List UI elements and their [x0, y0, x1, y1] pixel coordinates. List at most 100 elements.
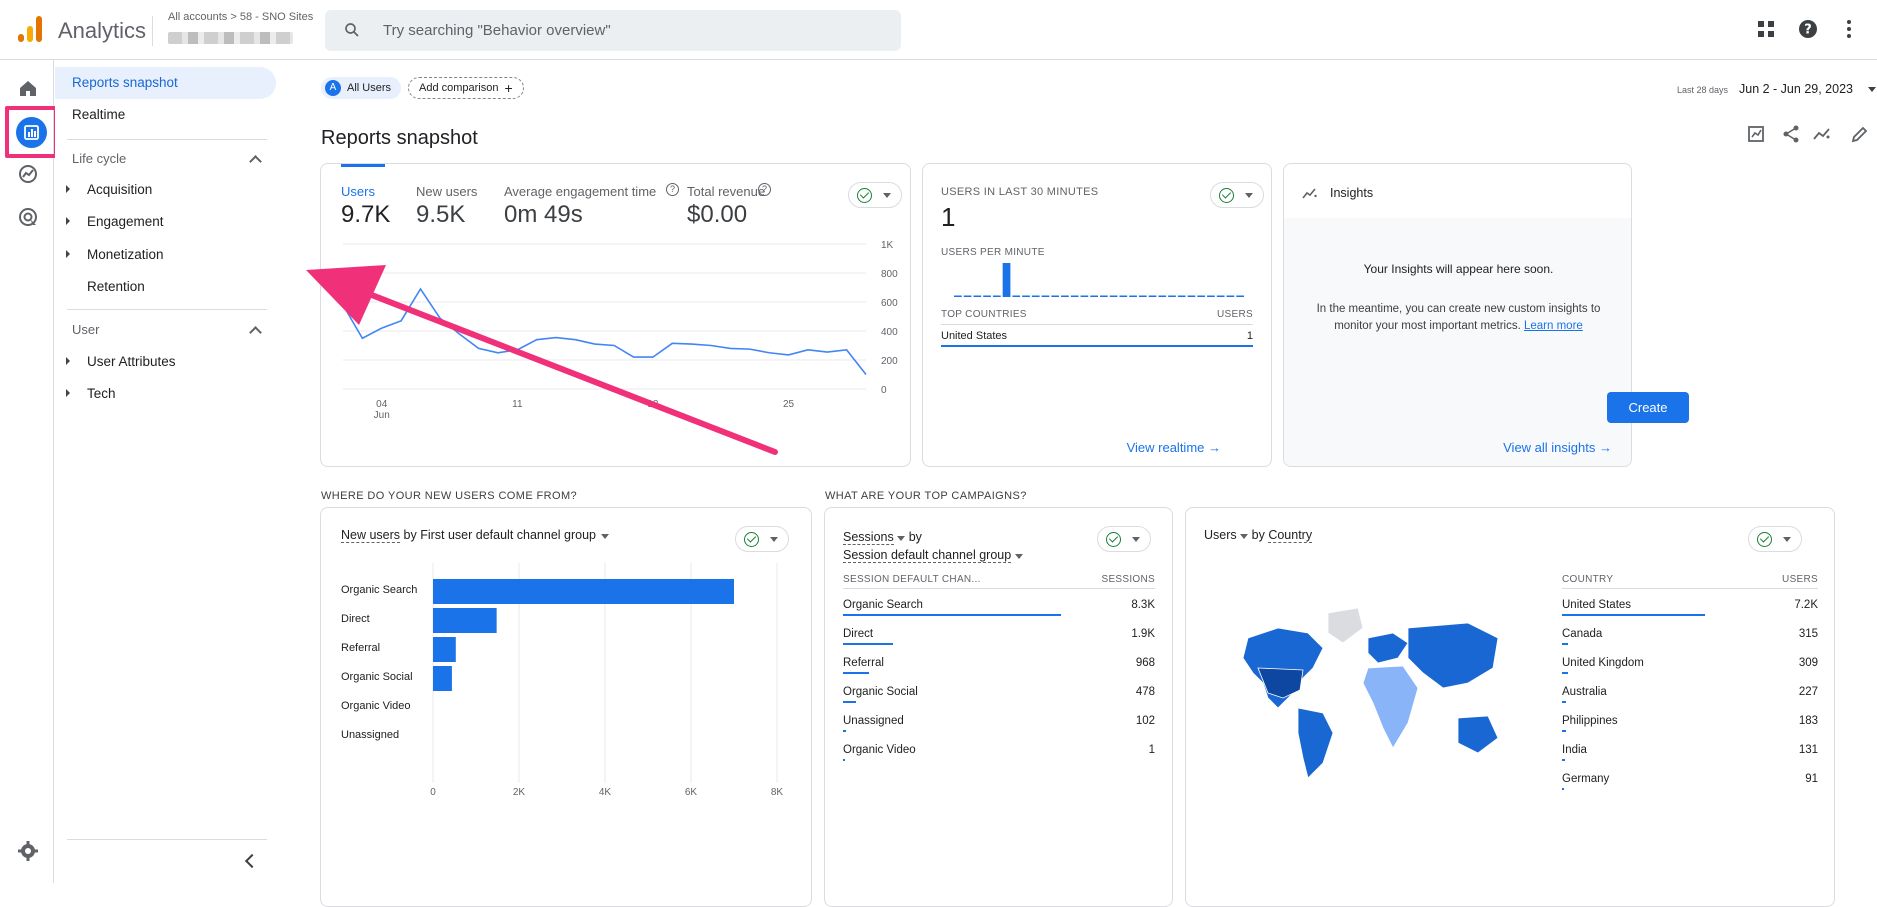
create-insight-button[interactable]: Create [1607, 392, 1689, 423]
nav-item-engagement[interactable]: Engagement [87, 214, 164, 229]
chevron-down-icon[interactable] [897, 536, 906, 541]
table-row-value: 309 [1798, 657, 1818, 669]
table-row-label[interactable]: Unassigned [843, 715, 904, 727]
dimension-selector[interactable]: Session default channel group [843, 548, 1012, 563]
table-row-label[interactable]: Organic Search [843, 599, 923, 611]
dimension-selector[interactable]: by First user default channel group [403, 528, 596, 542]
card-options-dropdown[interactable] [1748, 526, 1802, 552]
home-icon[interactable] [17, 77, 39, 99]
nav-item-user-attributes[interactable]: User Attributes [87, 354, 176, 369]
chevron-down-icon [1132, 537, 1140, 542]
per-minute-bar [1041, 295, 1050, 297]
table-row-label[interactable]: Canada [1562, 628, 1603, 640]
date-range-picker[interactable]: Jun 2 - Jun 29, 2023 [1739, 82, 1853, 96]
check-circle-icon [1219, 188, 1234, 203]
dimension-selector[interactable]: Country [1268, 528, 1313, 543]
add-comparison-button[interactable]: Add comparison + [408, 77, 524, 99]
table-row-bar [843, 701, 857, 703]
card-options-dropdown[interactable] [1097, 526, 1151, 552]
account-breadcrumb[interactable]: All accounts > 58 - SNO Sites [168, 11, 314, 23]
chevron-down-icon [1245, 193, 1253, 198]
table-row-bar [1562, 643, 1569, 645]
sessions-card-title: Sessions by Session default channel grou… [843, 528, 1023, 564]
check-circle-icon [857, 188, 872, 203]
category-label: Direct [341, 613, 370, 625]
table-row-bar [1562, 759, 1565, 761]
y-tick-label: 800 [881, 269, 898, 280]
view-all-insights-link[interactable]: View all insights → [1503, 440, 1612, 455]
caret-right-icon[interactable] [66, 217, 70, 225]
caret-right-icon[interactable] [66, 250, 70, 258]
collapse-chevron-icon[interactable] [244, 853, 260, 869]
chevron-up-icon[interactable] [249, 155, 262, 168]
insights-sparkle-icon[interactable] [1812, 124, 1832, 144]
metric-engagement-value: 0m 49s [504, 201, 583, 228]
per-minute-bar [983, 295, 991, 297]
table-row-label[interactable]: United Kingdom [1562, 657, 1644, 669]
table-row-label[interactable]: India [1562, 744, 1587, 756]
chevron-down-icon[interactable] [601, 534, 610, 539]
metric-selector[interactable]: Users [1204, 528, 1237, 542]
view-realtime-link[interactable]: View realtime → [1126, 440, 1221, 455]
apps-grid-icon[interactable] [1755, 18, 1777, 40]
help-icon[interactable]: ? [666, 183, 679, 196]
customize-report-icon[interactable] [1747, 124, 1767, 144]
caret-right-icon[interactable] [66, 185, 70, 193]
date-dropdown-icon[interactable] [1868, 87, 1876, 92]
nav-item-acquisition[interactable]: Acquisition [87, 182, 153, 197]
table-row-label[interactable]: Direct [843, 628, 874, 640]
table-row-value: 7.2K [1794, 599, 1818, 611]
table-row-bar [1562, 788, 1564, 790]
account-name-redacted[interactable] [168, 32, 293, 44]
metric-selector[interactable]: New users [341, 528, 401, 543]
share-icon[interactable] [1781, 124, 1801, 144]
table-row-label[interactable]: Referral [843, 657, 884, 669]
nav-section-lifecycle[interactable]: Life cycle [72, 151, 127, 166]
annotation-arrow [306, 265, 778, 455]
help-icon[interactable]: ? [1797, 18, 1819, 40]
table-row-label[interactable]: Organic Video [843, 744, 916, 756]
all-users-chip[interactable]: A All Users [321, 77, 402, 99]
table-row-label[interactable]: United States [1562, 599, 1632, 611]
nav-item-retention[interactable]: Retention [87, 279, 145, 294]
nav-item-monetization[interactable]: Monetization [87, 247, 164, 262]
check-circle-icon [1106, 532, 1121, 547]
advertising-icon[interactable] [17, 206, 39, 228]
metric-users-label[interactable]: Users [341, 184, 375, 199]
segment-letter-badge: A [325, 80, 341, 96]
learn-more-link[interactable]: Learn more [1524, 320, 1583, 332]
per-minute-bar [1129, 295, 1137, 297]
table-row-label[interactable]: Philippines [1562, 715, 1618, 727]
section-campaigns: WHAT ARE YOUR TOP CAMPAIGNS? [825, 490, 1027, 502]
table-row-label[interactable]: Australia [1562, 686, 1607, 698]
chevron-down-icon[interactable] [1014, 554, 1023, 559]
table-row-label[interactable]: Germany [1562, 773, 1610, 785]
chevron-down-icon[interactable] [1240, 534, 1249, 539]
divider [1562, 588, 1818, 589]
card-options-dropdown[interactable] [1210, 182, 1264, 208]
nav-item-tech[interactable]: Tech [87, 386, 116, 401]
help-icon[interactable]: ? [758, 183, 771, 196]
caret-right-icon[interactable] [66, 357, 70, 365]
nav-section-user[interactable]: User [72, 322, 100, 337]
more-vert-icon[interactable] [1838, 18, 1860, 40]
metric-selector[interactable]: Sessions [843, 530, 894, 545]
nav-item-reports-snapshot[interactable] [55, 67, 276, 99]
reports-icon[interactable] [16, 117, 47, 148]
insights-body-text: In the meantime, you can create new cust… [1304, 301, 1613, 335]
edit-icon[interactable] [1850, 124, 1870, 144]
realtime-country: United States [941, 330, 1008, 342]
card-options-dropdown[interactable] [735, 526, 789, 552]
explore-icon[interactable] [17, 163, 39, 185]
metric-new-users-label[interactable]: New users [416, 184, 478, 199]
settings-icon[interactable] [17, 840, 39, 862]
card-options-dropdown[interactable] [848, 182, 902, 208]
caret-right-icon[interactable] [66, 389, 70, 397]
metric-engagement-label[interactable]: Average engagement time [504, 184, 657, 199]
nav-item-realtime[interactable]: Realtime [72, 107, 126, 122]
search-input[interactable]: Try searching "Behavior overview" [325, 10, 901, 51]
per-minute-bar [954, 295, 962, 297]
metric-revenue-label[interactable]: Total revenue [687, 184, 766, 199]
divider [941, 324, 1253, 325]
table-row-label[interactable]: Organic Social [843, 686, 918, 698]
